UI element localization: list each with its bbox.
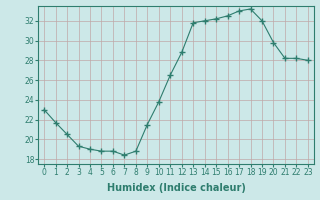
X-axis label: Humidex (Indice chaleur): Humidex (Indice chaleur) [107, 183, 245, 193]
